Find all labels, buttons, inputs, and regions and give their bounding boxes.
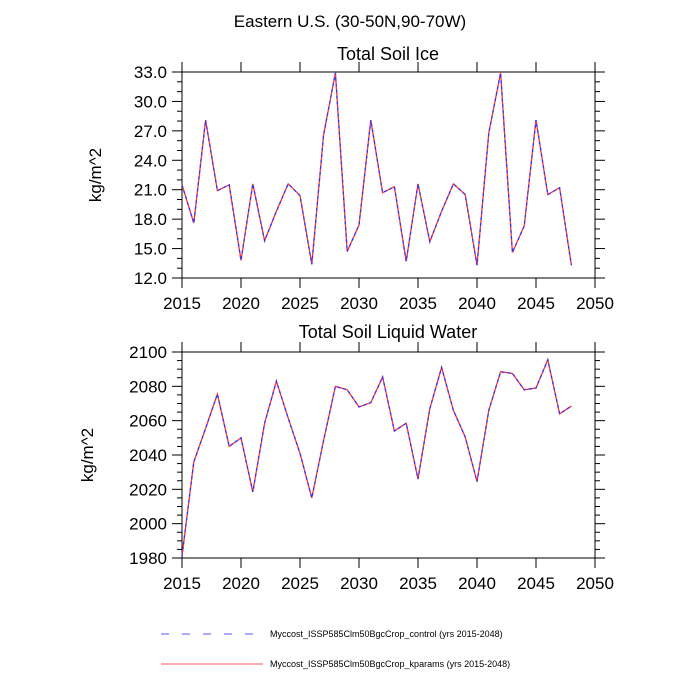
legend-label-control: Myccost_ISSP585Clm50BgcCrop_control (yrs… — [270, 629, 503, 639]
x-tick-label: 2045 — [517, 574, 555, 593]
x-tick-label: 2035 — [399, 294, 437, 313]
y-tick-label: 18.0 — [134, 210, 167, 229]
x-tick-label: 2025 — [281, 574, 319, 593]
y-tick-label: 12.0 — [134, 269, 167, 288]
legend-label-kparams: Myccost_ISSP585Clm50BgcCrop_kparams (yrs… — [270, 659, 510, 669]
y-tick-label: 2000 — [129, 515, 167, 534]
x-tick-label: 2015 — [163, 294, 201, 313]
y-axis-label: kg/m^2 — [78, 428, 97, 482]
panel-total-soil-ice: Total Soil Ice kg/m^2 2015 2020 2025 2030 20… — [86, 44, 614, 313]
y-tick-label: 2100 — [129, 343, 167, 362]
panel-title: Total Soil Liquid Water — [299, 322, 477, 342]
y-tick-label: 24.0 — [134, 151, 167, 170]
figure-main-title: Eastern U.S. (30-50N,90-70W) — [234, 12, 466, 31]
x-tick-label: 2045 — [517, 294, 555, 313]
y-axis-label: kg/m^2 — [86, 148, 105, 202]
x-tick-label: 2030 — [340, 574, 378, 593]
y-tick-label: 2040 — [129, 446, 167, 465]
x-tick-label: 2020 — [222, 294, 260, 313]
x-tick-label: 2050 — [576, 574, 614, 593]
y-tick-label: 30.0 — [134, 92, 167, 111]
plot-frame — [181, 71, 596, 279]
y-tick-label: 33.0 — [134, 63, 167, 82]
series-line-kparams — [181, 357, 572, 557]
x-tick-label: 2040 — [458, 574, 496, 593]
y-tick-label: 1980 — [129, 549, 167, 568]
x-tick-label: 2040 — [458, 294, 496, 313]
x-tick-label: 2025 — [281, 294, 319, 313]
panel-title: Total Soil Ice — [337, 44, 439, 64]
y-tick-label: 2060 — [129, 412, 167, 431]
x-tick-label: 2035 — [399, 574, 437, 593]
y-tick-label: 21.0 — [134, 181, 167, 200]
panel-total-soil-liquid-water: Total Soil Liquid Water kg/m^2 2015 2020 2… — [78, 322, 614, 593]
series-line-control — [181, 72, 573, 266]
legend: Myccost_ISSP585Clm50BgcCrop_control (yrs… — [161, 629, 510, 669]
y-tick-label: 27.0 — [134, 122, 167, 141]
series-line-kparams — [181, 72, 573, 266]
x-tick-label: 2015 — [163, 574, 201, 593]
x-tick-label: 2020 — [222, 574, 260, 593]
y-tick-label: 2020 — [129, 480, 167, 499]
x-tick-label: 2050 — [576, 294, 614, 313]
y-tick-label: 15.0 — [134, 240, 167, 259]
x-tick-label: 2030 — [340, 294, 378, 313]
y-tick-label: 2080 — [129, 377, 167, 396]
plot-frame — [181, 351, 596, 559]
